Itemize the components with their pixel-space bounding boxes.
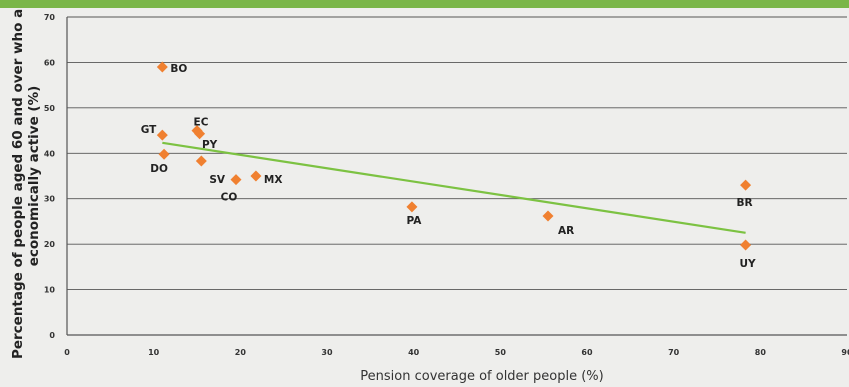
top-accent-bar bbox=[0, 0, 849, 8]
x-tick-label: 20 bbox=[235, 348, 247, 357]
data-point-do bbox=[158, 148, 170, 160]
data-point-gt bbox=[156, 129, 168, 141]
y-tick-label: 10 bbox=[44, 286, 56, 295]
point-label: UY bbox=[740, 258, 757, 270]
y-tick-labels: 0 10 20 30 40 50 60 70 bbox=[44, 13, 56, 340]
y-axis-title-line-1: Percentage of people aged 60 and over wh… bbox=[10, 0, 26, 359]
point-label: SV bbox=[209, 174, 226, 186]
data-point-uy bbox=[740, 239, 752, 251]
data-point-br bbox=[740, 179, 752, 191]
point-label: MX bbox=[264, 174, 283, 186]
data-point-sv bbox=[195, 155, 207, 167]
x-tick-label: 70 bbox=[668, 348, 680, 357]
y-axis-title-line-2: economically active (%) bbox=[26, 86, 42, 267]
point-label: EC bbox=[194, 117, 209, 129]
point-label: BO bbox=[170, 63, 187, 75]
y-tick-label: 40 bbox=[44, 149, 56, 158]
y-tick-label: 30 bbox=[44, 195, 56, 204]
y-tick-label: 50 bbox=[44, 104, 56, 113]
grid-lines bbox=[66, 16, 847, 336]
x-tick-label: 60 bbox=[581, 348, 593, 357]
x-tick-label: 0 bbox=[64, 348, 70, 357]
point-label: GT bbox=[141, 124, 157, 136]
data-point-pa bbox=[406, 201, 418, 213]
y-tick-label: 0 bbox=[49, 331, 55, 340]
point-label: PY bbox=[202, 139, 218, 151]
y-tick-label: 20 bbox=[44, 240, 56, 249]
x-tick-label: 90 bbox=[841, 348, 849, 357]
trendline-group bbox=[162, 141, 746, 234]
data-point-py bbox=[194, 128, 206, 140]
point-labels: BO GT EC PY DO SV CO MX PA AR BR UY bbox=[141, 63, 756, 270]
point-label: PA bbox=[407, 215, 423, 227]
point-label: DO bbox=[150, 163, 168, 175]
data-point-co bbox=[230, 174, 242, 186]
x-tick-label: 10 bbox=[148, 348, 160, 357]
data-point-ar bbox=[542, 210, 554, 222]
data-point-bo bbox=[156, 61, 168, 73]
point-label: BR bbox=[737, 197, 753, 209]
x-tick-label: 40 bbox=[408, 348, 420, 357]
y-tick-label: 70 bbox=[44, 13, 56, 22]
y-axis-title: Percentage of people aged 60 and over wh… bbox=[10, 0, 42, 359]
x-tick-labels: 0 10 20 30 40 50 60 70 80 90 bbox=[64, 348, 849, 357]
data-points bbox=[156, 61, 752, 251]
y-tick-label: 60 bbox=[44, 58, 56, 67]
point-label: CO bbox=[221, 192, 238, 204]
trendline bbox=[162, 141, 746, 234]
point-label: AR bbox=[558, 225, 574, 237]
x-tick-label: 80 bbox=[755, 348, 767, 357]
x-tick-label: 50 bbox=[495, 348, 507, 357]
x-axis-title: Pension coverage of older people (%) bbox=[360, 369, 603, 383]
data-point-mx bbox=[250, 170, 262, 182]
x-tick-label: 30 bbox=[321, 348, 333, 357]
